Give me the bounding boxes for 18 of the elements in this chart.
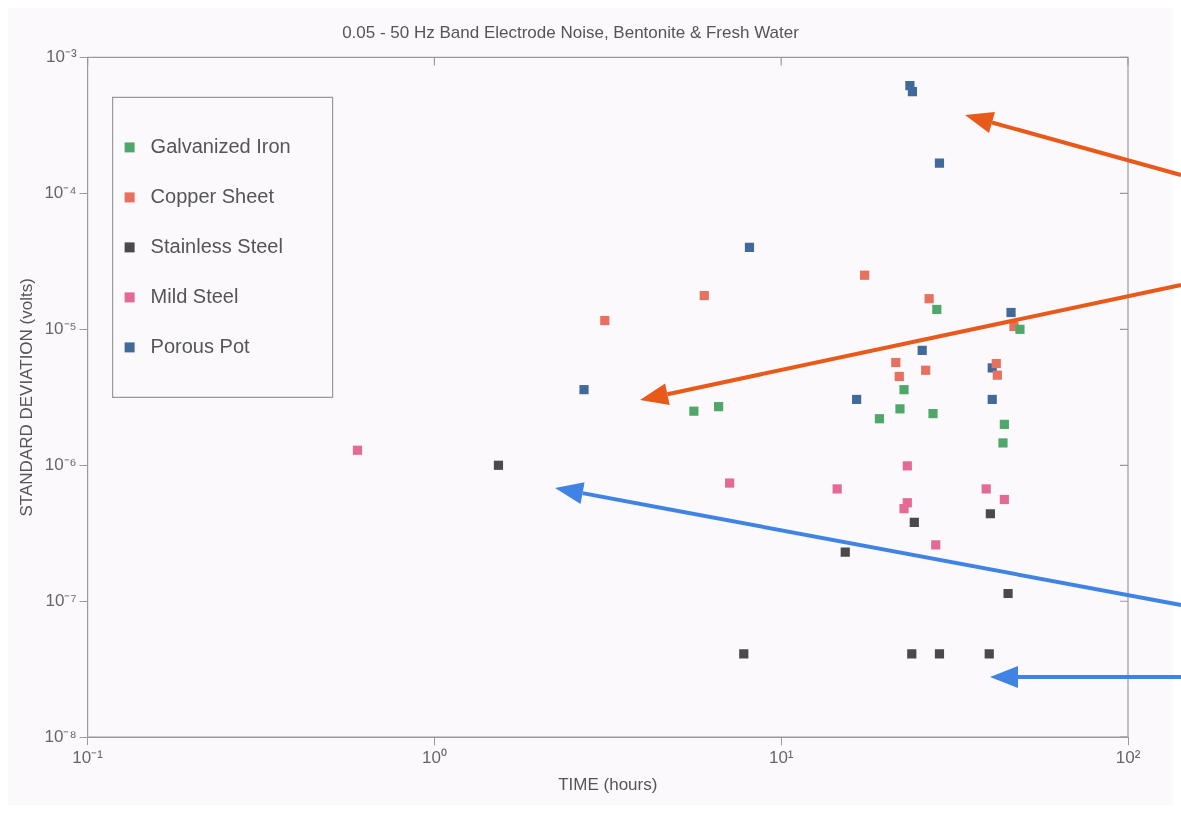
x-axis-title: TIME (hours) [558, 775, 658, 795]
legend-label: Mild Steel [150, 284, 239, 307]
chart-title: 0.05 - 50 Hz Band Electrode Noise, Bentonite & Fresh Water [342, 22, 800, 42]
y-tick-label: 10⁻³ [46, 47, 77, 67]
legend-label: Galvanized Iron [150, 134, 291, 157]
y-tick-label: 10⁻⁴ [44, 183, 77, 203]
legend-label: Stainless Steel [150, 234, 283, 257]
y-tick-label: 10⁻⁶ [44, 454, 77, 474]
y-tick-label: 10⁻⁷ [45, 590, 77, 610]
legend-label: Porous Pot [150, 334, 250, 357]
y-tick-label: 10⁻⁵ [44, 319, 77, 339]
y-tick-label: 10⁻⁸ [44, 726, 77, 746]
x-tick-label: 10⁻¹ [72, 748, 104, 768]
y-axis-title: STANDARD DEVIATION (volts) [16, 278, 36, 517]
x-tick-label: 10⁰ [421, 748, 447, 768]
x-tick-label: 10² [1115, 748, 1141, 768]
x-tick-label: 10¹ [768, 748, 794, 768]
legend-label: Copper Sheet [150, 184, 275, 207]
